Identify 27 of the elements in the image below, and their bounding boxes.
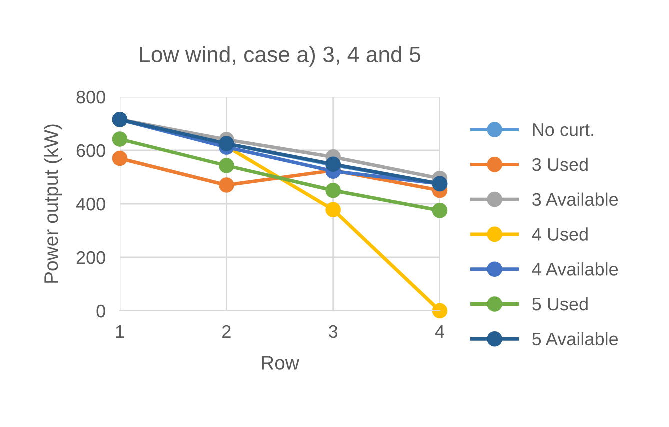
chart-title: Low wind, case a) 3, 4 and 5 [140,46,421,67]
y-tick-label: 600 [76,144,106,158]
legend-label: 3 Used [532,158,588,172]
y-tick-label: 800 [76,90,106,104]
x-tick-label: 2 [222,325,231,338]
legend-label: 4 Used [532,228,588,241]
legend-label: No curt. [533,124,594,136]
point [432,303,448,319]
point [219,178,234,193]
x-tick-label: 3 [329,325,338,338]
point [112,150,128,166]
x-tick-label: 4 [435,326,444,338]
legend-label: 5 Used [532,297,588,311]
x-axis-title: Row [262,356,300,370]
point [432,203,448,218]
point [112,132,128,147]
legend-label: 3 Available [532,192,618,206]
legend-label: 4 Available [532,262,618,276]
legend-label: 5 Available [532,332,618,346]
y-tick-label: 0 [96,304,106,318]
y-axis-title: Power output (kW) [44,124,62,283]
y-tick-label: 200 [76,251,106,264]
x-tick-label: 1 [116,326,124,338]
point [326,202,341,218]
y-tick-label: 400 [76,198,106,211]
point [326,182,341,198]
point [219,158,234,174]
